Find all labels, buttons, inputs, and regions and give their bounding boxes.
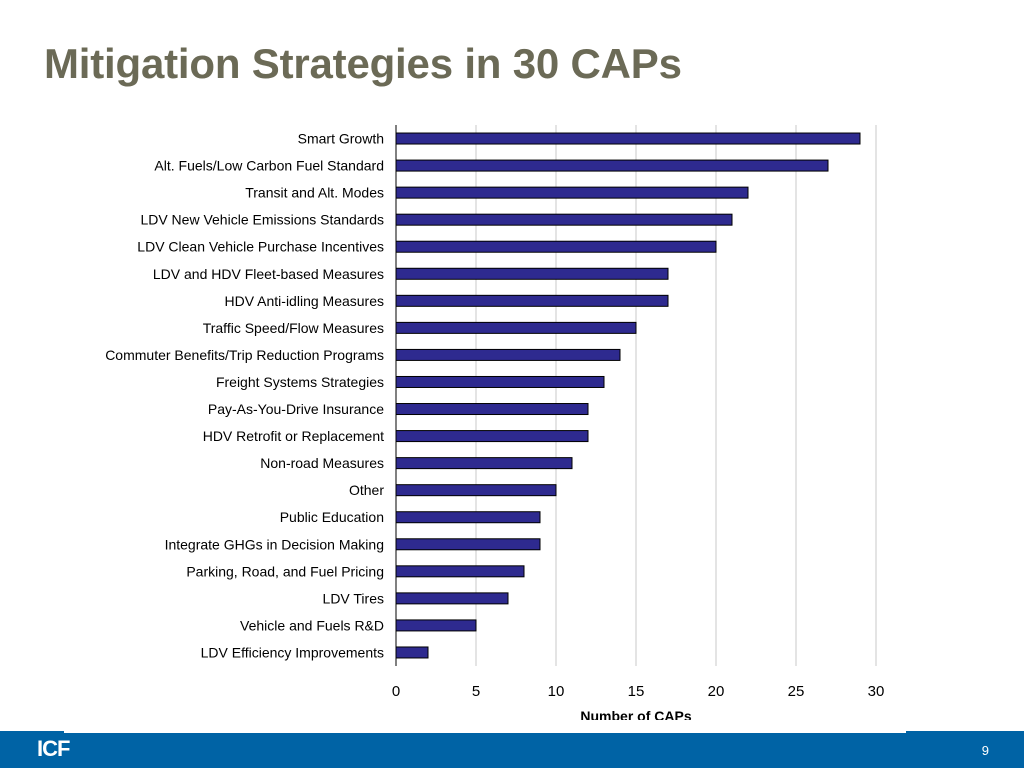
category-label: Commuter Benefits/Trip Reduction Program… [105, 347, 384, 363]
category-label: Smart Growth [298, 131, 384, 147]
category-label: Non-road Measures [260, 455, 384, 471]
bar [395, 213, 733, 226]
footer-divider [64, 720, 906, 733]
bar [395, 619, 477, 632]
x-tick-label: 5 [472, 683, 480, 700]
bar [395, 294, 669, 307]
bar [395, 375, 605, 388]
bars [395, 132, 861, 659]
category-label: Public Education [280, 509, 384, 525]
x-tick-label: 30 [868, 683, 885, 700]
bar-chart: Smart Growth Alt. Fuels/Low Carbon Fuel S… [105, 125, 885, 724]
category-label: Pay-As-You-Drive Insurance [208, 401, 384, 417]
bar [395, 457, 573, 470]
footer-band [0, 731, 1024, 768]
page-number: 9 [981, 743, 989, 758]
bar [395, 484, 557, 497]
category-label: LDV Efficiency Improvements [201, 644, 384, 660]
bar [395, 348, 621, 361]
category-label: Parking, Road, and Fuel Pricing [186, 563, 384, 579]
category-label: Traffic Speed/Flow Measures [203, 320, 384, 336]
category-label: Alt. Fuels/Low Carbon Fuel Standard [154, 158, 384, 174]
category-label: HDV Retrofit or Replacement [203, 428, 384, 444]
category-label: Transit and Alt. Modes [245, 185, 384, 201]
category-label: Freight Systems Strategies [216, 374, 384, 390]
category-label: Other [349, 482, 384, 498]
bar [395, 132, 861, 145]
category-label: LDV Tires [323, 590, 384, 606]
x-tick-labels: 0 5 10 15 20 25 30 [392, 683, 885, 700]
category-label: LDV and HDV Fleet-based Measures [153, 266, 384, 282]
category-label: LDV Clean Vehicle Purchase Incentives [137, 239, 384, 255]
category-label: LDV New Vehicle Emissions Standards [140, 212, 384, 228]
bar [395, 240, 717, 253]
bar [395, 430, 589, 443]
bar [395, 538, 541, 551]
category-label: HDV Anti-idling Measures [224, 293, 384, 309]
x-tick-label: 15 [628, 683, 645, 700]
bar [395, 159, 829, 172]
x-tick-label: 20 [708, 683, 725, 700]
x-tick-label: 10 [548, 683, 565, 700]
category-labels: Smart Growth Alt. Fuels/Low Carbon Fuel S… [105, 131, 384, 661]
bar [395, 186, 749, 199]
x-tick-label: 0 [392, 683, 400, 700]
category-label: Vehicle and Fuels R&D [240, 617, 384, 633]
slide-title: Mitigation Strategies in 30 CAPs [44, 40, 682, 87]
bar [395, 403, 589, 416]
bar [395, 565, 525, 578]
bar [395, 511, 541, 524]
bar [395, 267, 669, 280]
bar [395, 321, 637, 334]
category-label: Integrate GHGs in Decision Making [165, 536, 384, 552]
bar [395, 592, 509, 605]
icf-logo: ICF [37, 736, 70, 761]
gridlines [475, 125, 877, 666]
bar [395, 646, 429, 659]
x-tick-label: 25 [788, 683, 805, 700]
